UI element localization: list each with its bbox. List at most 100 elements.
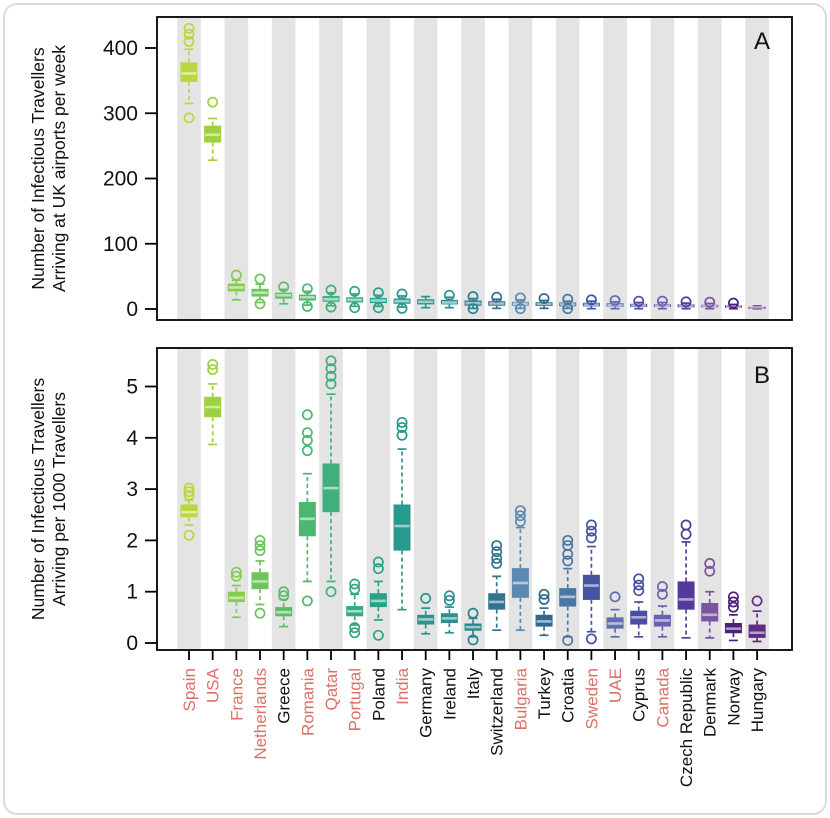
outlier-high [491,540,503,551]
outlier-high [372,287,384,299]
stripe-canada [650,18,675,319]
x-label-italy: Italy [464,668,483,700]
boxplot-greece-a [275,281,293,305]
stripe-germany [413,349,438,649]
panel-A: 0 100 200 300 400 Number of Infectious Travel… [28,16,793,321]
stripe-poland [366,18,391,319]
outlier-high [230,570,242,582]
stripe-hungary [745,18,769,319]
outlier-low [396,302,408,314]
outlier-high [491,558,503,569]
boxplot-portugal-a [346,285,364,314]
x-label-hungary: Hungary [748,668,767,733]
stripe-italy [461,18,485,319]
outlier-high [514,510,526,522]
outlier-low [467,303,479,315]
outlier-high [278,281,290,293]
outlier-high [183,489,195,501]
boxplot-italy-b [464,607,482,646]
boxplot-netherlands-a [251,273,269,310]
boxplot-czech-republic-b [677,519,695,639]
stripe-croatia [555,349,580,649]
outlier-high [183,22,195,34]
outlier-low [301,300,313,312]
outlier-high [396,416,408,428]
outlier-high [751,595,763,607]
outlier-high [633,295,645,307]
outlier-high [301,409,313,421]
y-tick-label: 0 [126,632,138,655]
boxplot-bulgaria-b [511,505,529,632]
outlier-high [325,284,337,296]
outlier-low [325,586,337,598]
outlier-high [325,370,337,382]
outlier-high [372,563,384,575]
outlier-high [656,295,668,307]
boxplot-czech-republic-a [677,296,695,310]
x-label-poland: Poland [369,668,388,721]
outlier-high [301,427,313,439]
outlier-high [562,555,574,567]
outlier-high [349,578,361,590]
panel-letter-b: B [754,362,770,389]
outlier-high [467,291,479,303]
outlier-high [633,585,645,597]
outlier-high [633,579,645,591]
x-label-usa: USA [204,667,223,703]
outlier-high [254,534,266,546]
x-label-croatia: Croatia [559,667,578,722]
y-axis-title-line2: Arriving at UK airports per week [49,45,69,292]
y-axis-title-line2: Arriving per 1000 Travellers [49,392,69,606]
stripe-france [224,18,249,319]
outlier-high [467,607,479,619]
boxplot-spain-b [180,482,198,541]
outlier-high [396,422,408,433]
outlier-high [301,434,313,446]
outlier-low [325,301,337,313]
x-label-czech-republic: Czech Republic [677,668,696,788]
boxplot-romania-b [298,409,316,607]
outlier-high [420,592,432,604]
stripe-germany [413,18,438,319]
box [180,62,198,82]
outlier-low [183,112,195,124]
y-tick-label: 3 [126,478,138,501]
outlier-high [254,540,266,551]
outlier-high [704,558,716,569]
stripe-spain [177,18,201,319]
stripe-uae [603,18,627,319]
boxplot-india-a [393,288,411,314]
outlier-low [562,634,574,646]
panel-frame [156,347,793,651]
boxplot-uae-b [606,591,624,638]
outlier-high [538,293,550,305]
stripe-qatar [319,18,343,319]
panel-letter-a: A [754,28,770,55]
x-label-ireland: Ireland [440,668,459,720]
panel-frame [156,16,793,321]
stripe-france [224,349,249,649]
outlier-high [704,565,716,577]
panel-B: 0 1 2 3 4 5 Number of Infectious Travellers Arr… [28,347,793,655]
outlier-high [349,285,361,297]
x-label-spain: Spain [180,668,199,711]
y-tick-label: 100 [103,233,138,256]
outlier-low [467,634,479,646]
boxplot-uae-a [606,295,624,310]
outlier-high [491,291,503,303]
outlier-high [538,588,550,600]
outlier-high [207,364,219,376]
outlier-high [230,566,242,578]
outlier-high [727,601,739,613]
stripe-denmark [697,18,722,319]
stripe-spain [177,349,201,649]
outlier-high [609,295,621,306]
boxplot-canada-b [653,581,671,638]
boxplot-switzerland-b [488,540,506,632]
outlier-high [443,594,455,606]
outlier-high [514,292,526,304]
boxplot-france-a [227,269,245,301]
stripe-canada [650,349,675,649]
outlier-high [443,590,455,602]
